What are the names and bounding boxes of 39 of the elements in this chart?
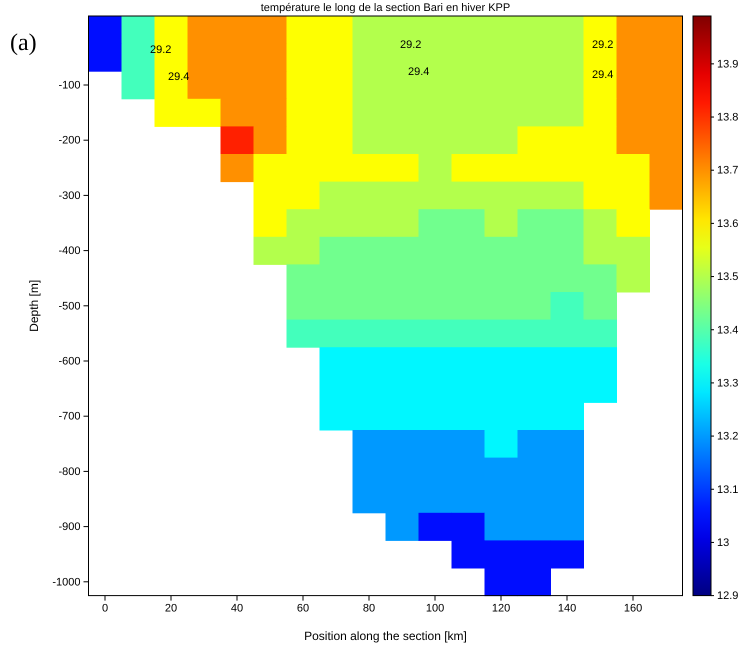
color-bar-label: 13.6 <box>717 218 738 230</box>
x-axis-title: Position along the section [km] <box>304 629 467 643</box>
color-bar-label: 13.9 <box>717 58 738 70</box>
color-bar-label: 13.2 <box>717 430 738 443</box>
y-tick-label: -300 <box>58 190 80 202</box>
color-bar-label: 12.9 <box>717 590 738 602</box>
color-bar-label: 13.3 <box>717 377 738 390</box>
annotation: 29.4 <box>168 71 190 83</box>
annotation: 29.2 <box>400 39 422 51</box>
x-tick-label: 140 <box>558 602 576 614</box>
y-tick-label: -900 <box>58 521 80 534</box>
x-tick-label: 60 <box>296 602 310 614</box>
x-tick-label: 0 <box>102 602 108 614</box>
annotation: 29.4 <box>592 69 614 81</box>
y-tick-label: -200 <box>58 134 80 147</box>
color-bar-label: 13.8 <box>717 112 738 124</box>
color-bar-label: 13.1 <box>717 484 738 496</box>
y-tick-label: -1000 <box>52 576 80 588</box>
chart-title: température le long de la section Bari en hiver KPP <box>260 2 510 14</box>
x-tick-label: 100 <box>426 602 444 614</box>
x-tick-label: 120 <box>492 602 510 614</box>
y-tick-label: -800 <box>58 466 80 478</box>
x-tick-label: 20 <box>164 602 178 614</box>
color-bar-label: 13.4 <box>717 324 738 336</box>
annotation: 29.4 <box>408 66 430 78</box>
color-bar-label: 13 <box>717 536 730 549</box>
y-tick-label: -700 <box>58 410 80 423</box>
y-axis-title: Depth [m] <box>27 280 41 332</box>
color-bar-label: 13.5 <box>717 271 738 284</box>
x-tick-label: 80 <box>362 602 376 614</box>
x-tick-label: 40 <box>230 602 244 614</box>
annotation: 29.2 <box>592 39 614 51</box>
text: (a) <box>10 30 37 56</box>
y-tick-label: -400 <box>58 245 80 258</box>
y-tick-label: -600 <box>58 356 80 368</box>
y-tick-label: -500 <box>58 300 80 312</box>
y-tick-label: -100 <box>58 80 80 92</box>
x-tick-label: 160 <box>624 602 642 614</box>
color-bar-label: 13.7 <box>717 164 738 177</box>
